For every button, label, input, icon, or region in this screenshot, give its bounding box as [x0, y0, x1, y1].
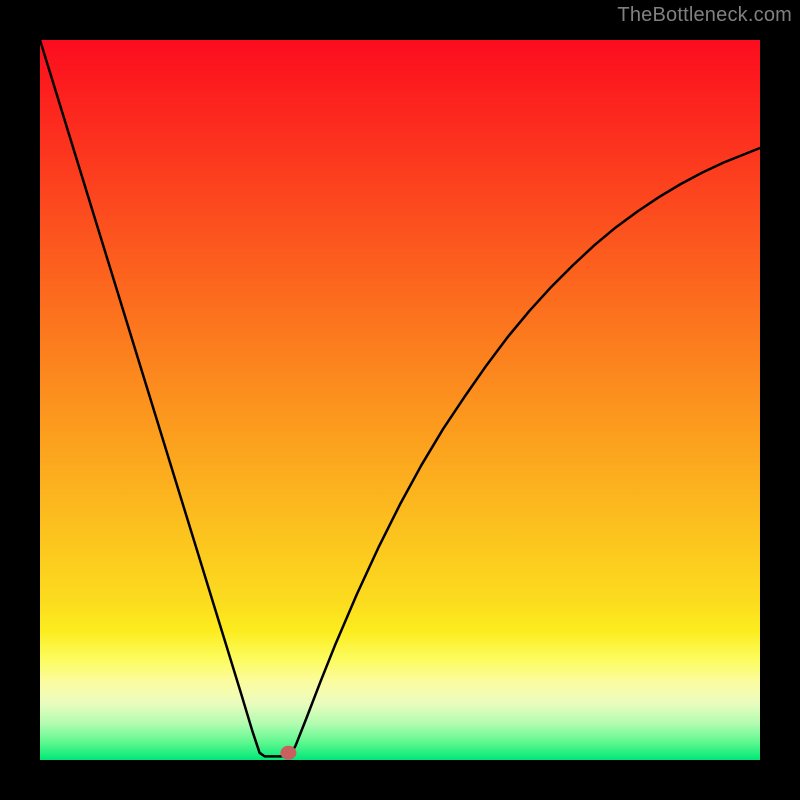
optimal-point-marker	[280, 746, 296, 760]
watermark-text: TheBottleneck.com	[617, 4, 792, 27]
plot-background	[40, 40, 760, 760]
bottleneck-chart: TheBottleneck.com	[0, 0, 800, 800]
chart-svg	[0, 0, 800, 800]
